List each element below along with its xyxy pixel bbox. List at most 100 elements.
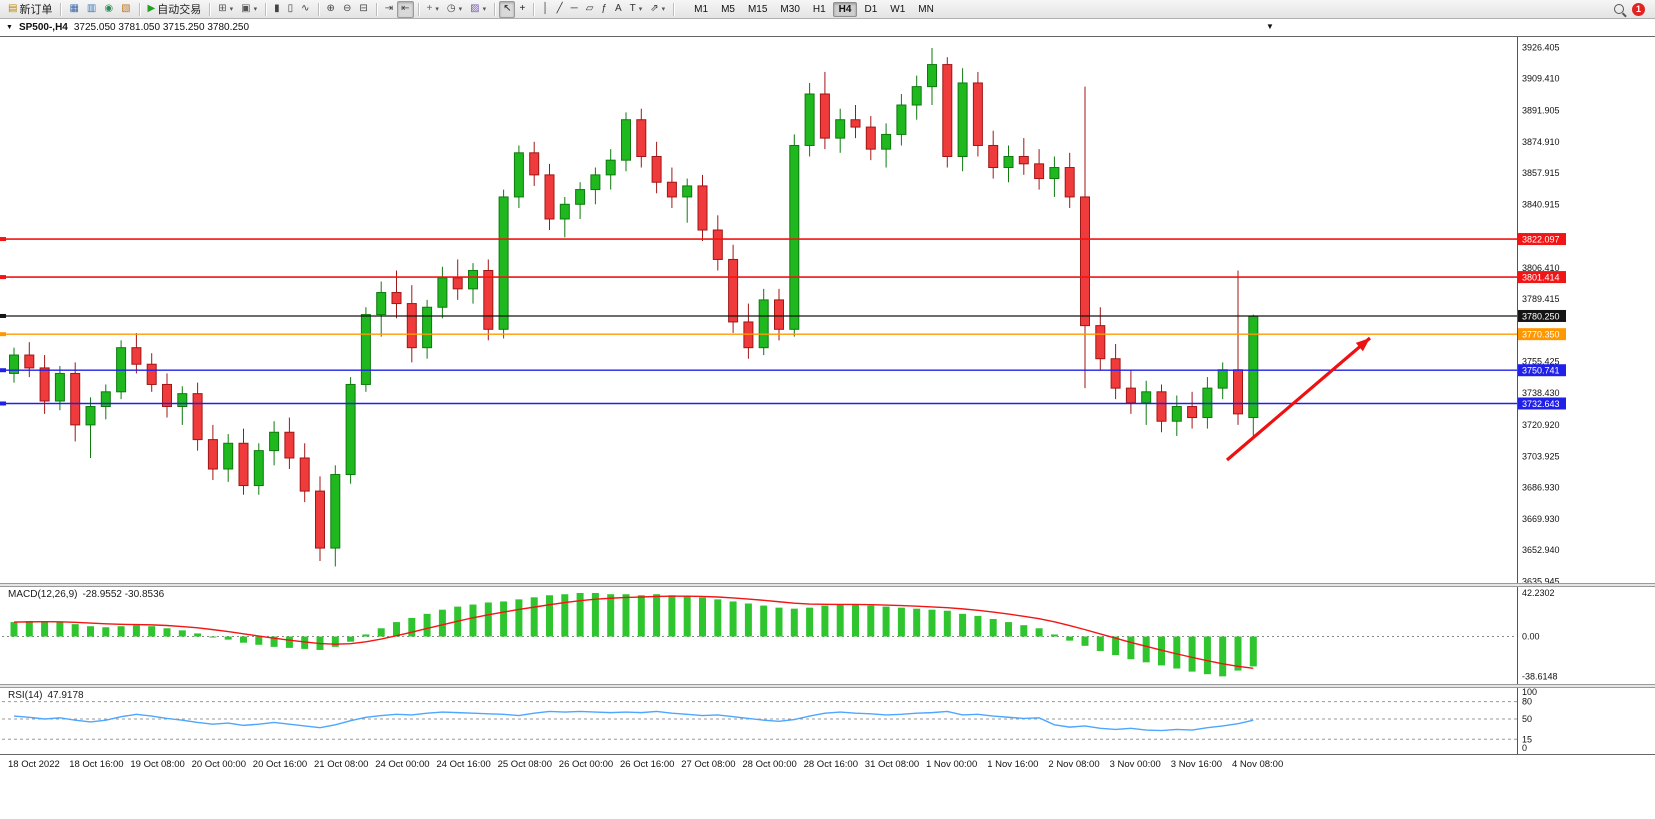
new-order-button[interactable]: ▤ 新订单 — [4, 1, 56, 18]
macd-bar — [836, 604, 844, 637]
zoom-out-button[interactable]: ⊖ — [339, 1, 355, 18]
fibonacci-button[interactable]: ƒ — [597, 1, 611, 18]
macd-bar — [194, 633, 202, 637]
periods-button[interactable]: ◷ ▾ — [443, 1, 466, 18]
line-chart-button[interactable]: ∿ — [297, 1, 313, 18]
candlestick — [529, 152, 540, 176]
zoom-in-button[interactable]: ⊕ — [323, 1, 339, 18]
timeframe-mn[interactable]: MN — [918, 3, 934, 15]
crosshair-button[interactable]: + — [515, 1, 529, 18]
indicators-button[interactable]: + ▾ — [423, 1, 443, 18]
candlestick — [376, 292, 387, 316]
macd-bar — [10, 622, 18, 637]
rsi-axis-label: 50 — [1522, 714, 1532, 724]
market-watch-icon: ▦ — [69, 3, 79, 14]
text-button[interactable]: A — [611, 1, 626, 18]
candlestick — [24, 354, 35, 369]
candlestick — [223, 442, 234, 470]
line-left-marker — [0, 237, 6, 242]
equidistant-channel-button[interactable]: ▱ — [582, 1, 598, 18]
macd-bar — [943, 610, 951, 637]
macd-bar — [393, 622, 400, 637]
macd-canvas[interactable]: 42.2302 0.00 -38.6148 — [0, 587, 1655, 684]
templates-button[interactable]: ▨ ▾ — [466, 1, 490, 18]
candlestick — [284, 431, 295, 459]
candlestick — [483, 269, 494, 330]
bar-chart-button[interactable]: ▯ — [284, 1, 298, 18]
time-axis[interactable]: 18 Oct 2022 18 Oct 16:00 19 Oct 08:00 20 Oc… — [0, 754, 1655, 774]
toolbar-separator — [138, 2, 140, 16]
timeframe-m15[interactable]: M15 — [747, 3, 768, 15]
time-axis-label: 25 Oct 08:00 — [497, 759, 552, 770]
horizontal-line-button[interactable]: ─ — [567, 1, 582, 18]
new-chart-icon: ⊞ — [218, 3, 227, 14]
market-watch-button[interactable]: ▦ — [65, 1, 82, 18]
chart-shift-marker[interactable]: ▼ — [1266, 22, 1274, 31]
price-tag-label: 3801.414 — [1522, 273, 1560, 283]
macd-bar — [1142, 636, 1150, 663]
navigator-button[interactable]: ◉ — [100, 1, 117, 18]
chart-collapse-icon[interactable]: ▼ — [6, 24, 13, 31]
candlestick — [192, 393, 203, 441]
macd-bar — [163, 628, 171, 637]
candlestick — [865, 126, 876, 150]
auto-scroll-button[interactable]: ⇥ — [381, 1, 397, 18]
text-label-button[interactable]: T ▾ — [626, 1, 647, 18]
strategy-tester-button[interactable]: ▧ — [117, 1, 134, 18]
data-window-button[interactable]: ▥ — [83, 1, 100, 18]
arrows-button[interactable]: ⇗ ▾ — [646, 1, 669, 18]
timeframe-m30[interactable]: M30 — [780, 3, 800, 15]
timeframe-m5[interactable]: M5 — [721, 3, 735, 15]
timeframe-w1[interactable]: W1 — [890, 3, 906, 15]
panel-splitter[interactable] — [0, 684, 1655, 688]
macd-bar — [775, 607, 783, 637]
new-chart-button[interactable]: ⊞ ▾ — [214, 1, 237, 18]
auto-trading-label: 自动交易 — [157, 4, 202, 16]
timeframe-h1[interactable]: H1 — [812, 3, 826, 15]
candlestick — [1003, 155, 1014, 169]
profiles-button[interactable]: ▣ ▾ — [237, 1, 261, 18]
macd-bar — [530, 597, 538, 637]
macd-bar — [270, 636, 278, 647]
text-label-icon: T — [629, 3, 636, 14]
candlestick — [559, 203, 570, 220]
arrow-annotation[interactable] — [1225, 336, 1372, 462]
search-icon[interactable] — [1614, 4, 1624, 14]
candlestick — [666, 181, 677, 198]
main-chart-panel: 3926.405 3909.410 3891.905 3874.910 3857.915… — [0, 37, 1655, 583]
macd-bar — [959, 613, 967, 637]
macd-bar — [377, 628, 385, 637]
candlestick — [131, 347, 142, 365]
candlestick-chart-button[interactable]: ▮ — [270, 1, 284, 18]
price-axis-label: 3874.910 — [1522, 137, 1560, 147]
main-chart-canvas[interactable]: 3926.405 3909.410 3891.905 3874.910 3857.915… — [0, 37, 1655, 583]
price-axis-label: 3755.425 — [1522, 357, 1560, 367]
candlestick — [1064, 167, 1075, 198]
candlestick — [1049, 167, 1060, 180]
panel-splitter[interactable] — [0, 583, 1655, 587]
candlestick — [651, 155, 662, 183]
candlestick — [621, 119, 631, 161]
notification-badge[interactable]: 1 — [1632, 2, 1645, 16]
macd-bar — [71, 624, 79, 637]
candlestick — [468, 269, 478, 290]
price-axis[interactable]: 3926.405 3909.410 3891.905 3874.910 3857.915… — [1522, 42, 1560, 583]
timeframe-m1[interactable]: M1 — [694, 3, 709, 15]
candlesticks — [9, 48, 1259, 567]
tile-windows-button[interactable]: ⊟ — [355, 1, 371, 18]
macd-bar — [744, 603, 752, 637]
line-chart-icon: ∿ — [301, 3, 310, 14]
candlestick — [1125, 387, 1136, 404]
zoom-in-icon: ⊕ — [326, 3, 335, 14]
chart-shift-button[interactable]: ⇤ — [397, 0, 414, 18]
rsi-axis-label: 80 — [1522, 697, 1532, 707]
cursor-button[interactable]: ↖ — [499, 0, 516, 18]
trendline-button[interactable]: ╱ — [553, 1, 567, 18]
timeframe-d1[interactable]: D1 — [864, 3, 878, 15]
timeframe-h4[interactable]: H4 — [832, 1, 858, 17]
vertical-line-button[interactable]: │ — [538, 1, 552, 18]
time-axis-label: 27 Oct 08:00 — [681, 759, 736, 770]
macd-bar — [102, 627, 110, 637]
auto-trading-button[interactable]: ▶ 自动交易 — [144, 1, 206, 18]
